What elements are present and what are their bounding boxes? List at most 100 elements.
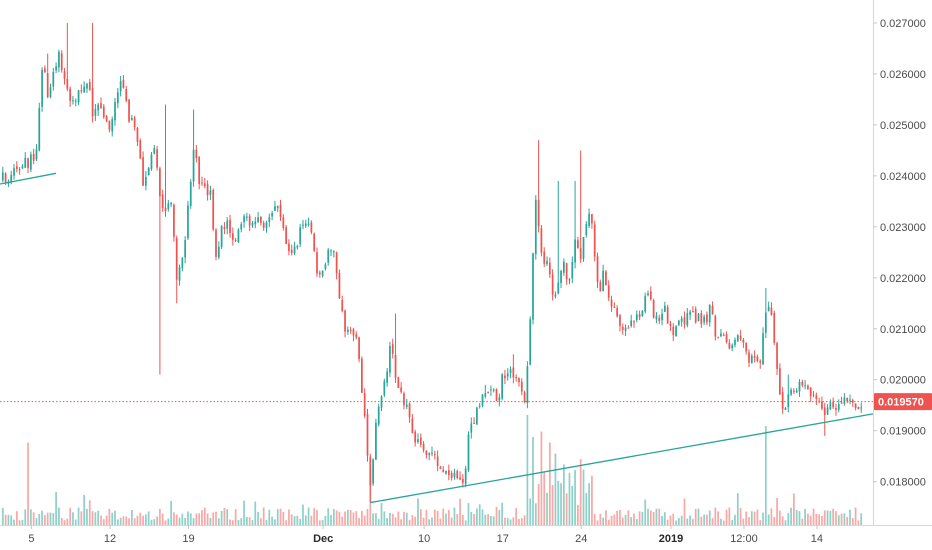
candle-body [588, 213, 590, 227]
candle-body [46, 73, 49, 98]
candle-body [389, 345, 391, 373]
candle-body [428, 453, 431, 456]
volume-bar [80, 511, 83, 525]
candle-body [708, 304, 711, 322]
candle-body [821, 401, 823, 409]
candle-body [504, 375, 506, 379]
y-axis-ticks[interactable]: 0.027000 0.026000 0.025000 0.024000 0.023000… [873, 18, 926, 489]
volume-bar [279, 508, 282, 525]
candle-body [226, 220, 229, 229]
candle-body [849, 399, 851, 401]
candle-body [621, 326, 624, 330]
y-tick-label: 0.020000 [880, 375, 926, 387]
candle-body [534, 199, 537, 255]
candle-body [689, 311, 691, 315]
candle-body [658, 317, 661, 321]
volume-bar [389, 512, 391, 525]
candle-body [593, 224, 596, 257]
volume-bar [663, 512, 666, 525]
volume-bar [739, 507, 742, 525]
candle-body [854, 403, 857, 409]
volume-bar [461, 514, 464, 525]
candle-body [178, 267, 181, 281]
candle-body [24, 157, 27, 168]
candle-body [526, 366, 529, 403]
x-axis-ticks[interactable]: 5 12 19 Dec 10 17 24 2019 12:00 14 [28, 525, 823, 545]
candle-body [470, 423, 473, 433]
candle-body [324, 264, 327, 270]
volume-bar [700, 516, 703, 525]
candle-body [773, 313, 776, 343]
candle-body [66, 78, 69, 89]
volume-bar [203, 507, 206, 525]
volume-bar [703, 514, 705, 525]
candle-body [251, 223, 254, 226]
candle-body [411, 418, 414, 433]
candle-body [731, 345, 734, 349]
candle-body [114, 102, 116, 121]
volume-bar [672, 513, 675, 525]
volume-bar [596, 520, 599, 525]
candle-body [635, 314, 638, 321]
candle-body [736, 335, 739, 342]
candle-body [857, 406, 860, 410]
candle-body [661, 313, 663, 321]
candle-body [711, 305, 714, 315]
volume-bar [678, 518, 680, 525]
candle-body [74, 100, 77, 102]
candle-body [130, 118, 133, 121]
volume-bar [784, 520, 787, 525]
volume-bar [217, 518, 220, 525]
candle-body [125, 89, 128, 101]
volume-bar [240, 518, 243, 525]
volume-bar [178, 517, 181, 525]
volume-bar [411, 515, 414, 525]
volume-bar [192, 518, 195, 525]
candle-body [478, 405, 481, 407]
volume-bar [201, 510, 203, 525]
candle-body [459, 477, 461, 480]
volume-bar [405, 512, 408, 525]
candle-body [327, 249, 330, 263]
candle-body [447, 470, 450, 475]
volume-bar [403, 511, 405, 525]
volume-bar [843, 513, 846, 525]
volume-bar [605, 510, 607, 525]
x-tick-label: Dec [313, 533, 333, 545]
volume-bar [630, 517, 633, 525]
volume-bar [397, 511, 400, 525]
volume-bar [32, 512, 35, 525]
volume-bar [274, 519, 276, 525]
volume-bar [745, 511, 748, 525]
trendlines[interactable] [0, 172, 874, 504]
volume-bar [616, 510, 619, 525]
trendline[interactable] [370, 413, 874, 504]
current-price-label: 0.019570 [874, 393, 932, 411]
volume-bar [447, 509, 450, 525]
candle-body [725, 334, 728, 342]
volume-bar [835, 511, 837, 525]
volume-bar [341, 516, 344, 525]
candlesticks [1, 22, 863, 503]
candle-body [369, 456, 372, 486]
candle-body [433, 454, 436, 456]
candle-body [80, 90, 83, 92]
candle-body [116, 92, 119, 104]
volume-bar [770, 508, 773, 525]
trendline[interactable] [0, 172, 57, 185]
volume-bar [352, 512, 355, 525]
volume-bar [133, 518, 136, 525]
candle-body [543, 251, 546, 264]
volume-bar [100, 515, 102, 525]
volume-bar [198, 513, 201, 525]
volume-bar [599, 513, 602, 525]
candle-body [846, 398, 849, 402]
volume-bar [18, 520, 21, 525]
volume-bar [694, 508, 697, 525]
volume-bar [324, 515, 327, 525]
volume-bar [346, 509, 349, 525]
candle-body [697, 314, 700, 322]
candle-body [641, 311, 644, 317]
candle-body [316, 252, 318, 274]
